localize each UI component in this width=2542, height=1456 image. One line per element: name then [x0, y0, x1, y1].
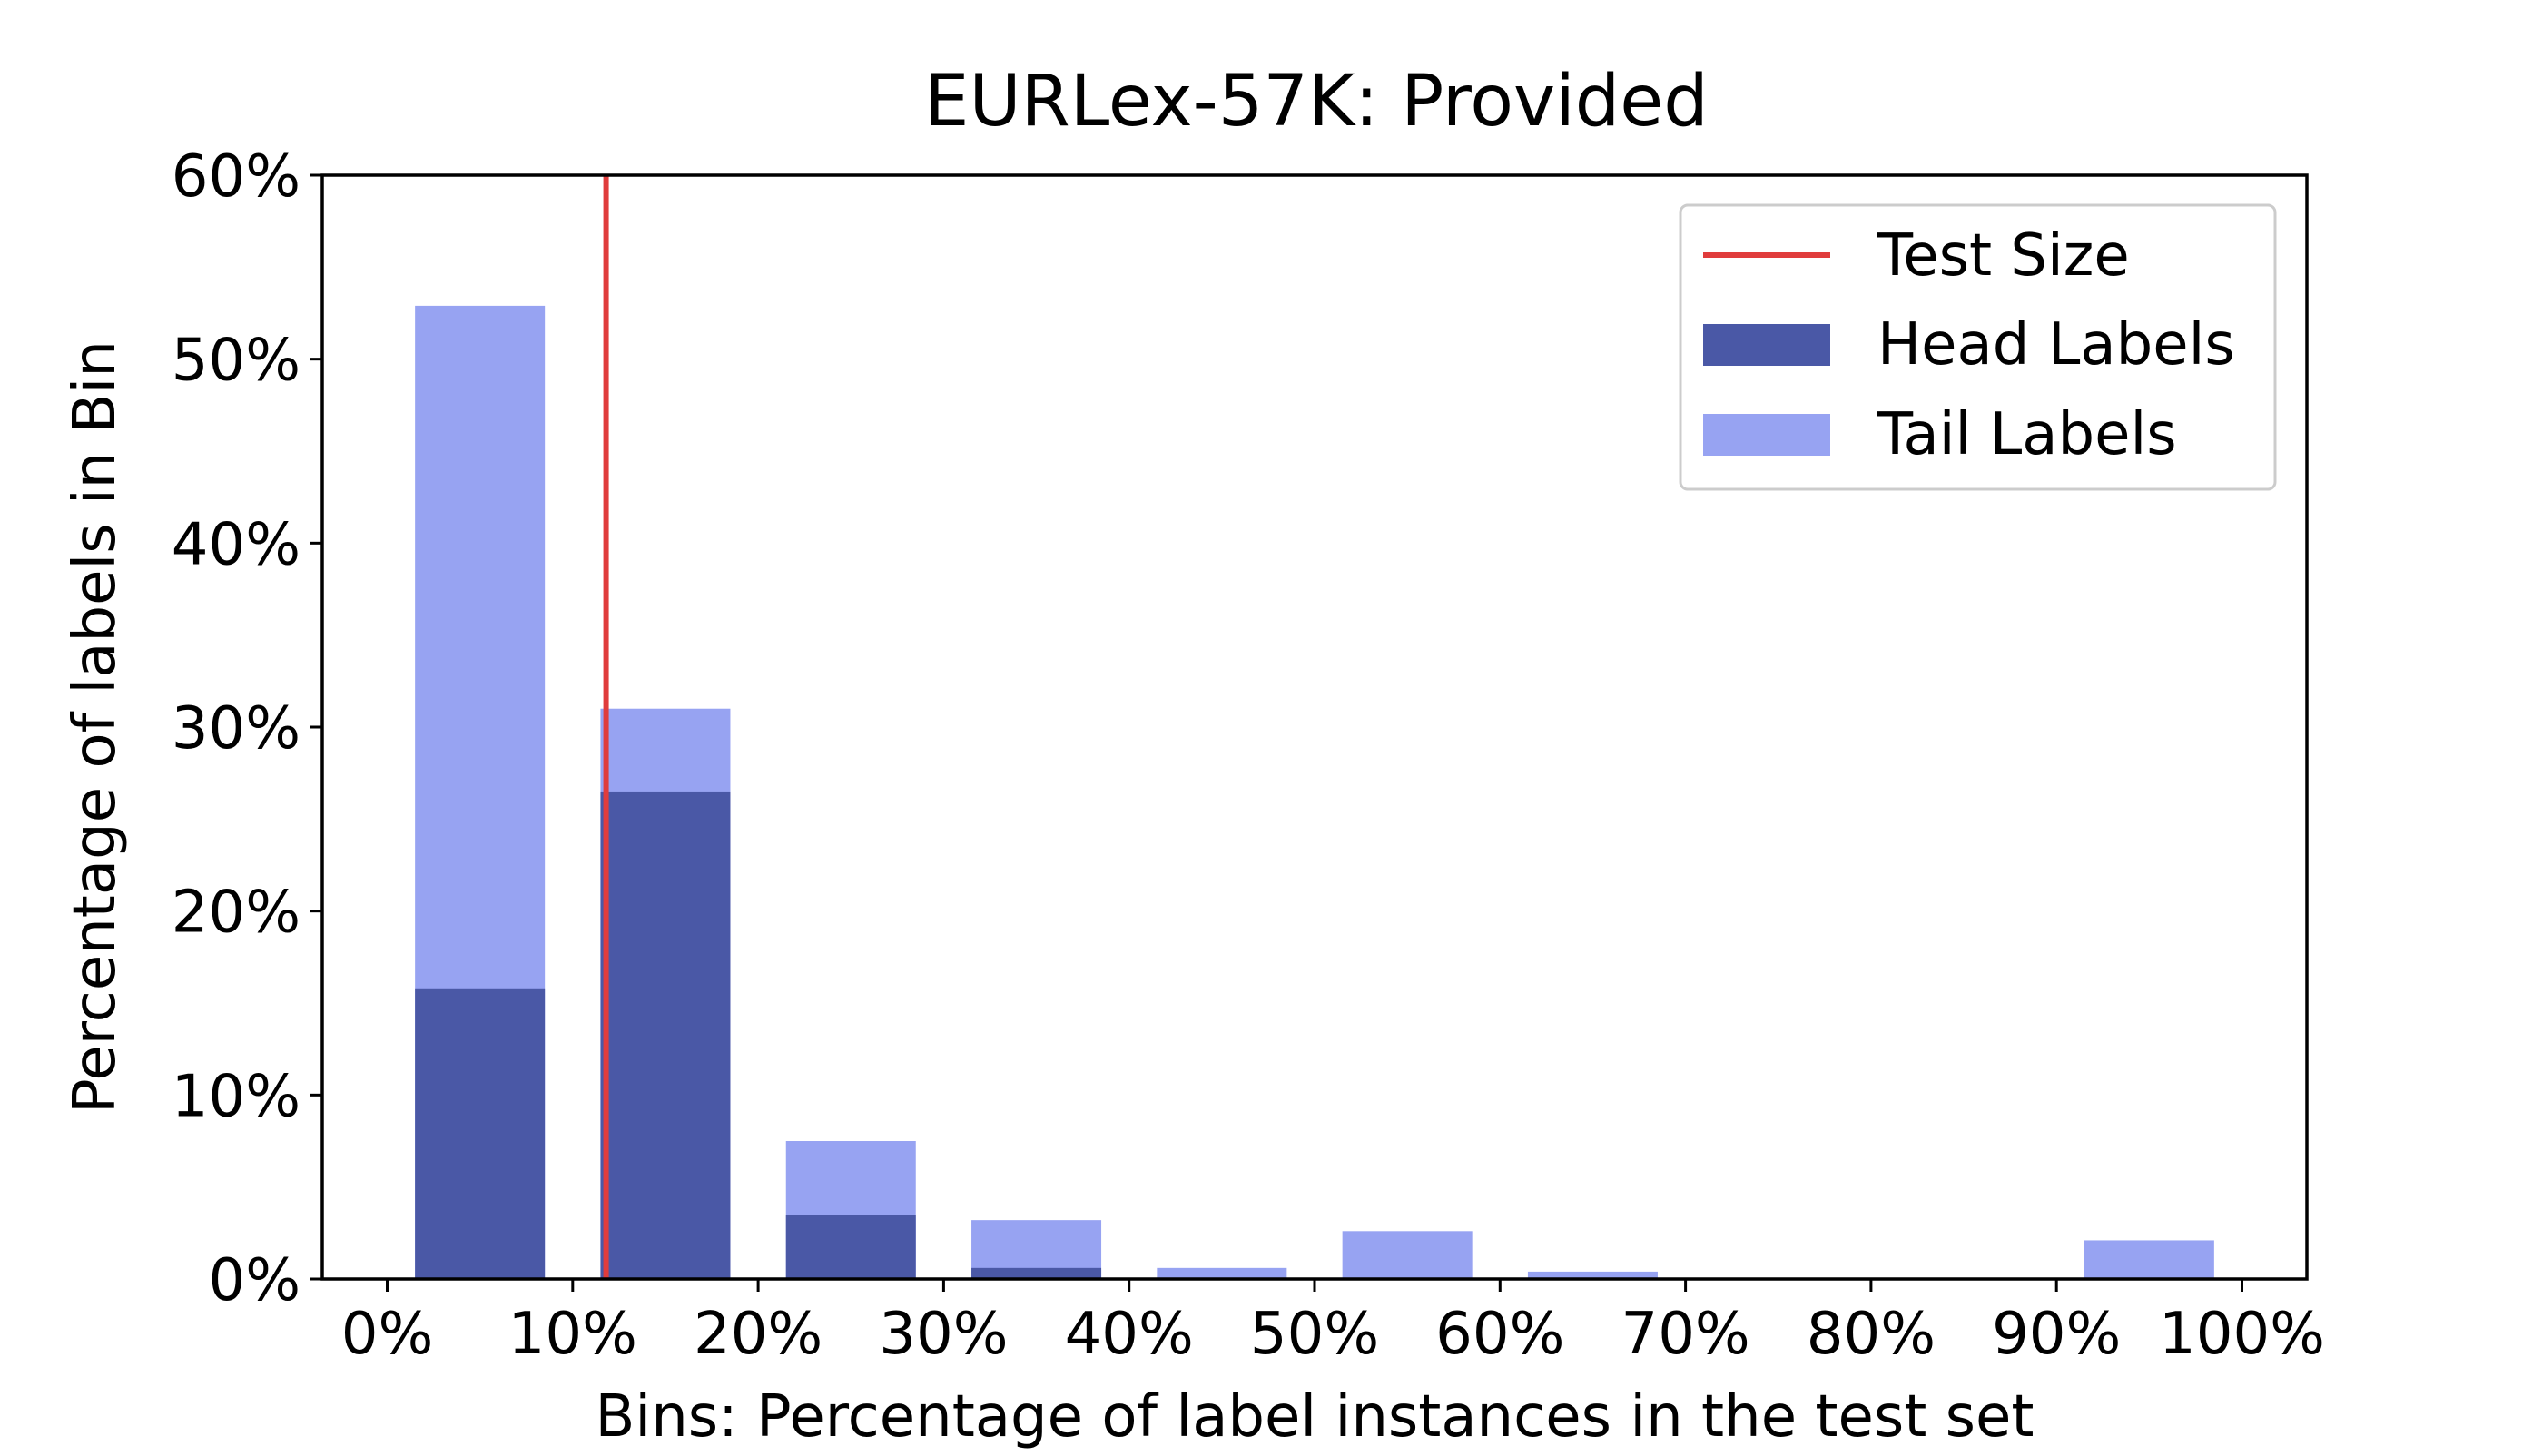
tail-bar-6: [1527, 1271, 1658, 1279]
y-tick-label: 30%: [172, 695, 301, 762]
legend-head-label: Head Labels: [1877, 311, 2235, 379]
y-tick-label: 10%: [172, 1063, 301, 1130]
y-tick-label: 50%: [172, 328, 301, 395]
legend-tail-label: Tail Labels: [1877, 401, 2177, 468]
x-tick-label: 80%: [1807, 1301, 1936, 1368]
y-tick-label: 0%: [208, 1247, 301, 1314]
y-tick-label: 40%: [172, 511, 301, 578]
head-bar-1: [600, 791, 731, 1279]
x-axis: 0% 10% 20% 30% 40% 50% 60% 70% 80% 90% 100%: [341, 1279, 2325, 1368]
legend-head-swatch: [1703, 324, 1830, 366]
x-tick-label: 50%: [1250, 1301, 1379, 1368]
y-tick-label: 60%: [172, 143, 301, 211]
x-tick-label: 30%: [879, 1301, 1008, 1368]
y-axis: 0% 10% 20% 30% 40% 50% 60%: [172, 143, 322, 1314]
legend-test-size-label: Test Size: [1877, 222, 2130, 290]
chart-title: EURLex-57K: Provided: [924, 61, 1709, 143]
legend: Test Size Head Labels Tail Labels: [1679, 203, 2277, 491]
x-tick-label: 40%: [1065, 1301, 1194, 1368]
y-axis-label: Percentage of labels in Bin: [62, 340, 129, 1114]
x-tick-label: 100%: [2159, 1301, 2325, 1368]
head-bar-3: [971, 1267, 1102, 1279]
tail-bar-5: [1342, 1231, 1473, 1279]
x-tick-label: 70%: [1621, 1301, 1749, 1368]
x-tick-label: 10%: [508, 1301, 637, 1368]
tail-bar-9: [2084, 1240, 2214, 1279]
head-bar-0: [415, 988, 546, 1279]
x-tick-label: 20%: [694, 1301, 823, 1368]
legend-tail-swatch: [1703, 414, 1830, 456]
tail-bar-4: [1157, 1267, 1287, 1279]
bars-layer: [415, 305, 2214, 1280]
x-tick-label: 60%: [1435, 1301, 1564, 1368]
x-tick-label: 90%: [1992, 1301, 2121, 1368]
x-axis-label: Bins: Percentage of label instances in t…: [596, 1383, 2035, 1451]
x-tick-label: 0%: [341, 1301, 434, 1368]
head-bar-2: [785, 1215, 916, 1279]
y-tick-label: 20%: [172, 880, 301, 947]
